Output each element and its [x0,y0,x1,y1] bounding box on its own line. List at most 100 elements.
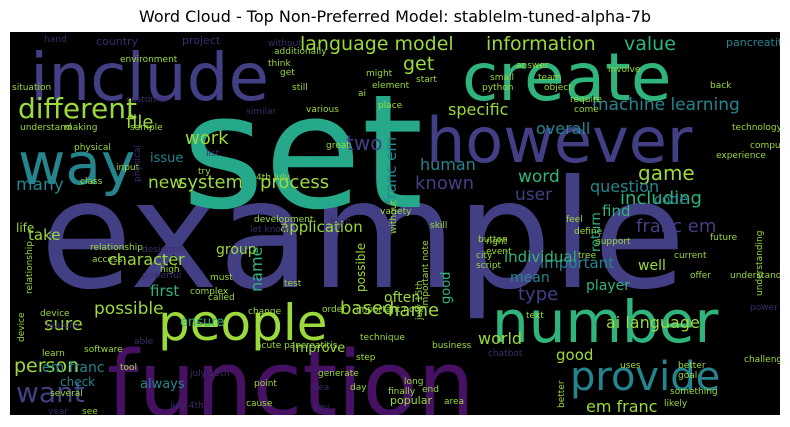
word-relationship: relationship [25,241,35,294]
word-class: relationship [90,243,143,253]
word-well: individual [504,248,577,266]
word-set: set [182,61,423,245]
word-human: human [420,155,476,174]
word-im-sorry: class [80,177,103,187]
word-em-franc: em franc [42,360,105,376]
word-others: project [182,34,221,47]
word-information: information [486,33,596,55]
word-language-model: language model [300,33,454,55]
word-step: business [432,341,472,351]
word-city: current [674,251,707,261]
word-sure: name [388,300,439,321]
word-similar: place [378,101,403,111]
word-let-know: form [330,217,351,227]
word-often: possible [94,299,164,319]
word-code: good [556,346,593,364]
word-variety: feel [566,215,583,225]
word-tool: ensure [180,315,224,330]
word-individual: ai language [606,313,700,332]
word-issue: physical [74,143,111,153]
word-object: pancreatitis acute [726,36,780,49]
word-better: better [557,380,567,408]
word-task: country [96,35,139,48]
word-idea: cause [246,399,273,409]
word-hand: think [268,59,291,69]
word-right: button [478,235,508,245]
word-person: type [518,284,558,305]
word-overall: overall [536,119,590,138]
word-likely: test [284,279,302,289]
word-sample: various [306,105,339,115]
word-device: device [17,312,27,342]
word-customer: understand [20,123,72,133]
word-acute-pancreatitis: technique [360,333,405,343]
word-first: sure [44,314,83,335]
word-file: file [126,112,153,133]
word-two: two [346,131,382,155]
word-learn: check [60,375,95,389]
word-important: em franc [586,397,657,415]
word-example: example [40,149,686,323]
word-back: customer [126,95,169,105]
word-understand: sample [130,123,163,133]
word-understanding: understanding [755,231,765,296]
word-must: complex [190,287,229,297]
word-important-note: important note [421,240,431,308]
word-state: code [654,192,688,208]
word-day: idea [310,383,329,393]
word-machine-learning: machine learning [592,95,740,115]
word-require: technology [732,123,780,133]
word-called: let know [250,225,288,235]
word-skill: define [574,227,603,237]
word-new: new [148,173,183,193]
word-franc-em: franc em [382,137,400,204]
word-content: chatbot [488,349,523,359]
word-create: create [462,39,672,116]
word-tree: power [750,303,778,313]
word-try: list [206,149,220,159]
word-still: change [248,307,282,317]
word-think: additionally [274,47,327,57]
word-development: variety [380,207,412,217]
word-group: world [478,329,522,348]
word-finally: end [422,385,439,395]
word-current: offer [690,271,711,281]
word-button: future [710,233,738,243]
word-application: often [384,290,420,306]
word-value: value [624,33,676,55]
word-various: require [570,95,602,105]
word-small: involve [608,65,641,75]
word-4th-july: try [198,167,211,177]
word-mean: group [216,242,257,258]
word-improve: acute pancreatitis [256,341,338,351]
word-end: area [444,397,464,407]
word-process: process [260,172,329,193]
word-without: without [389,200,399,234]
word-goal: challenge [744,355,780,365]
word-way: way [18,130,135,198]
word-different: different [18,92,137,125]
word-world: person [14,355,79,377]
word-type: based [340,298,394,319]
word-uses: goal [678,371,697,381]
word-key: point [254,379,277,389]
word-offer: tree [578,251,597,261]
word-environment: get [280,68,295,78]
word-python: team [538,73,561,83]
word-feel: support [596,237,631,247]
word-good: application [280,218,363,236]
word-place: come [574,105,599,115]
word-july-15th: july 15th [415,280,425,321]
word-july-4th: called [208,293,235,303]
word-high: powerful [142,271,181,281]
word-chatbot: something [670,387,718,397]
word-number: number [492,288,719,356]
word-system: system [178,172,243,193]
word-take: find [602,202,630,220]
word-powerful: device [40,309,70,319]
word-ensure: step [356,353,376,363]
word-method: good [439,272,454,304]
word-people: people [158,294,327,352]
word-technique: long [404,377,423,387]
